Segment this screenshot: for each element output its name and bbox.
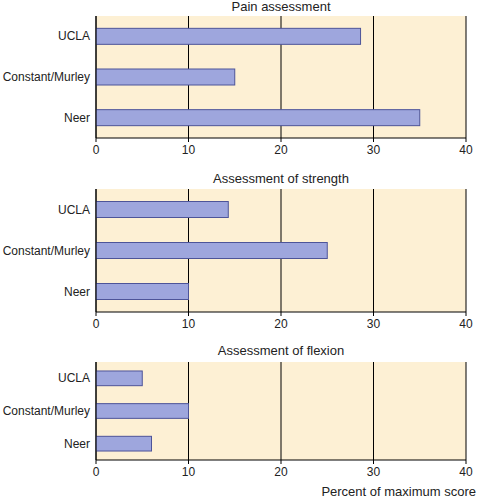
title: Assessment of strength — [213, 171, 349, 186]
tick — [281, 312, 282, 316]
tick — [466, 312, 467, 316]
y-axis — [96, 16, 97, 138]
category-label: Neer — [64, 111, 90, 125]
bar — [96, 28, 361, 44]
plot-background — [96, 16, 466, 138]
tick-label: 10 — [182, 143, 196, 157]
grid-line — [466, 189, 467, 312]
tick-label: 20 — [274, 317, 288, 331]
tick-label: 40 — [459, 317, 473, 331]
tick-label: 20 — [274, 465, 288, 479]
tick — [373, 460, 374, 464]
grid-line — [466, 362, 467, 460]
plot-background — [96, 362, 466, 460]
grid-line — [466, 16, 467, 138]
bars — [96, 28, 420, 125]
tick — [466, 460, 467, 464]
bar — [96, 436, 152, 451]
category-label: Constant/Murley — [3, 244, 90, 258]
title: Assessment of flexion — [218, 343, 344, 358]
tick-label: 0 — [93, 143, 100, 157]
y-axis — [96, 189, 97, 312]
tick-label: 30 — [367, 317, 381, 331]
tick — [96, 138, 97, 142]
title: Pain assessment — [232, 0, 331, 14]
y-axis — [96, 362, 97, 460]
category-label: UCLA — [58, 371, 90, 385]
x-axis-label: Percent of maximum score — [321, 484, 476, 499]
tick-label: 30 — [367, 465, 381, 479]
tick-label: 40 — [459, 143, 473, 157]
grid-line — [373, 362, 374, 460]
tick-label: 30 — [367, 143, 381, 157]
panel: Assessment of strength UCLA Constant/Murle… — [3, 171, 473, 331]
chart-root: Pain assessmentUCLAConstant/MurleyNeer01… — [0, 0, 478, 500]
tick — [188, 312, 189, 316]
category-label: UCLA — [58, 29, 90, 43]
tick-label: 20 — [274, 143, 288, 157]
tick — [466, 138, 467, 142]
grid-line — [96, 189, 97, 312]
tick-label: 10 — [182, 317, 196, 331]
bar — [96, 404, 189, 419]
tick — [96, 460, 97, 464]
tick — [96, 312, 97, 316]
bar — [96, 202, 228, 218]
bar — [96, 69, 235, 85]
chart-svg: Pain assessmentUCLAConstant/MurleyNeer01… — [0, 0, 478, 500]
grid-line — [96, 16, 97, 138]
tick-label: 0 — [93, 317, 100, 331]
category-label: Constant/Murley — [3, 70, 90, 84]
grid-line — [281, 362, 282, 460]
tick — [188, 460, 189, 464]
panel: Assessment of flexion UCLA Constant/Murley… — [3, 343, 476, 499]
bar — [96, 371, 142, 386]
bar — [96, 110, 420, 126]
category-label: UCLA — [58, 203, 90, 217]
tick — [281, 138, 282, 142]
bar — [96, 284, 189, 300]
bar — [96, 243, 327, 259]
tick — [373, 312, 374, 316]
category-label: Neer — [64, 285, 90, 299]
plot-background — [96, 189, 466, 312]
tick — [373, 138, 374, 142]
bars — [96, 371, 189, 451]
tick-label: 10 — [182, 465, 196, 479]
tick-label: 0 — [93, 465, 100, 479]
panel: Pain assessment UCLA Constant/Murley Neer 0 1… — [3, 0, 473, 157]
tick-label: 40 — [459, 465, 473, 479]
category-label: Constant/Murley — [3, 404, 90, 418]
category-label: Neer — [64, 437, 90, 451]
grid-line — [373, 189, 374, 312]
tick — [188, 138, 189, 142]
grid-line — [96, 362, 97, 460]
bars — [96, 202, 327, 300]
tick — [281, 460, 282, 464]
